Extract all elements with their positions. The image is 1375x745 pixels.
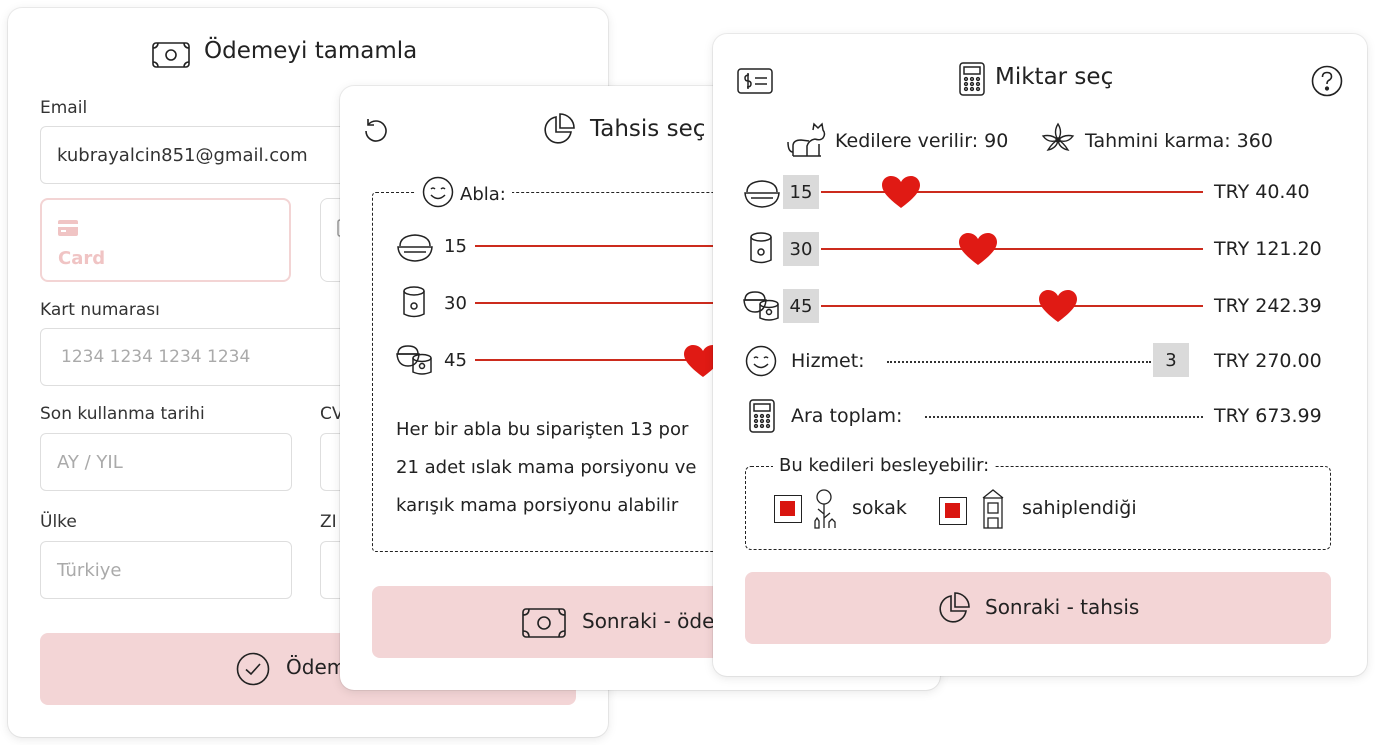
country-label: Ülke — [40, 512, 77, 532]
page-title: Ödemeyi tamamla — [204, 38, 418, 64]
banknote-icon — [522, 608, 566, 638]
expiry-input[interactable]: AY / YIL — [40, 433, 292, 491]
feed-options-box — [745, 466, 1331, 550]
amount-panel: Miktar seç Kedilere verilir: 90 Tahmini … — [713, 34, 1367, 676]
card-number-label: Kart numarası — [40, 300, 160, 320]
mixed-food-icon — [396, 342, 434, 376]
amount-row-1-price: TRY 40.40 — [1214, 181, 1310, 203]
amount-row-2-price: TRY 121.20 — [1214, 238, 1322, 260]
subtotal-leader — [925, 416, 1203, 418]
wet-food-can-icon — [402, 286, 426, 320]
karma-estimate: Tahmini karma: 360 — [1085, 130, 1273, 152]
amount-row-2-heart-thumb[interactable] — [958, 232, 998, 266]
smile-icon — [745, 345, 777, 377]
mixed-food-icon — [743, 288, 781, 322]
check-circle-icon — [236, 652, 270, 686]
amount-row-3-heart-thumb[interactable] — [1038, 289, 1078, 323]
subtotal-label: Ara toplam: — [791, 405, 903, 427]
amount-row-1-heart-thumb[interactable] — [881, 175, 921, 209]
amount-row-1-slider[interactable] — [821, 191, 1203, 193]
smile-icon — [422, 176, 454, 212]
allocation-row-3-heart-thumb[interactable] — [683, 344, 723, 378]
dry-food-bowl-icon — [396, 230, 434, 264]
allocation-description-line-2: 21 adet ıslak mama porsiyonu ve — [396, 457, 697, 478]
street-cat-label: sokak — [852, 497, 907, 519]
email-value: kubrayalcin851@gmail.com — [57, 144, 308, 166]
email-field[interactable]: kubrayalcin851@gmail.com — [40, 126, 360, 184]
receipt-dollar-icon — [737, 68, 773, 94]
pay-button-label: Ödem — [286, 655, 347, 679]
calculator-icon — [749, 399, 775, 433]
allocation-row-1-value: 15 — [444, 236, 467, 257]
amount-row-3-price: TRY 242.39 — [1214, 295, 1322, 317]
cat-icon — [787, 122, 827, 158]
zip-label: ZI — [320, 512, 337, 532]
service-qty[interactable]: 3 — [1153, 343, 1189, 377]
allocation-row-3-value: 45 — [444, 350, 467, 371]
allocation-description: Her bir abla bu siparişten 13 por 21 ade… — [396, 411, 697, 525]
allocation-title: Tahsis seç — [590, 116, 706, 142]
allocation-row-1-slider[interactable] — [475, 245, 940, 247]
allocation-group-legend: Abla: — [416, 176, 512, 212]
banknote-icon — [152, 42, 190, 68]
wet-food-can-icon — [749, 232, 773, 266]
reset-icon[interactable] — [362, 116, 390, 144]
amount-row-2-slider[interactable] — [821, 248, 1203, 250]
allocation-description-line-3: karışık mama porsiyonu alabilir — [396, 495, 679, 516]
allocation-group-label: Abla: — [460, 183, 506, 205]
feed-options-label: Bu kedileri besleyebilir: — [773, 455, 996, 476]
expiry-label: Son kullanma tarihi — [40, 404, 205, 424]
help-icon[interactable] — [1311, 65, 1343, 97]
street-cat-icon — [810, 488, 838, 530]
pie-chart-icon — [540, 112, 576, 148]
email-label: Email — [40, 98, 88, 118]
amount-row-2-qty[interactable]: 30 — [783, 232, 819, 266]
cats-count: Kedilere verilir: 90 — [835, 130, 1009, 152]
next-pay-button-label: Sonraki - öde — [582, 609, 715, 633]
expiry-placeholder: AY / YIL — [57, 451, 123, 473]
service-leader — [887, 361, 1151, 363]
next-allocation-button[interactable]: Sonraki - tahsis — [745, 572, 1331, 644]
cvc-label: CV — [320, 404, 344, 424]
subtotal-price: TRY 673.99 — [1214, 405, 1322, 427]
country-placeholder: Türkiye — [57, 559, 122, 581]
allocation-row-2-slider[interactable] — [475, 302, 940, 304]
owned-cat-label: sahiplendiği — [1022, 497, 1137, 519]
amount-title: Miktar seç — [995, 64, 1114, 90]
cat-house-icon — [980, 488, 1006, 530]
country-select[interactable]: Türkiye — [40, 541, 292, 599]
dry-food-bowl-icon — [743, 176, 781, 210]
service-price: TRY 270.00 — [1214, 350, 1322, 372]
payment-method-card-label: Card — [58, 248, 106, 269]
card-number-placeholder: 1234 1234 1234 1234 — [61, 347, 251, 367]
card-number-input[interactable]: 1234 1234 1234 1234 — [40, 328, 360, 386]
card-icon — [58, 220, 78, 236]
owned-cat-checkbox[interactable] — [939, 497, 967, 525]
allocation-row-2-value: 30 — [444, 293, 467, 314]
payment-method-card[interactable]: Card — [40, 198, 291, 282]
street-cat-checkbox-mark — [780, 501, 795, 516]
amount-row-3-slider[interactable] — [821, 305, 1203, 307]
service-label: Hizmet: — [791, 350, 865, 372]
amount-row-1-qty[interactable]: 15 — [783, 175, 819, 209]
next-allocation-button-label: Sonraki - tahsis — [985, 595, 1140, 619]
calculator-icon — [959, 62, 985, 96]
amount-row-3-qty[interactable]: 45 — [783, 289, 819, 323]
owned-cat-checkbox-mark — [945, 503, 960, 518]
pie-chart-icon — [935, 591, 971, 627]
street-cat-checkbox[interactable] — [774, 495, 802, 523]
allocation-description-line-1: Her bir abla bu siparişten 13 por — [396, 419, 689, 440]
karma-icon — [1041, 122, 1075, 156]
